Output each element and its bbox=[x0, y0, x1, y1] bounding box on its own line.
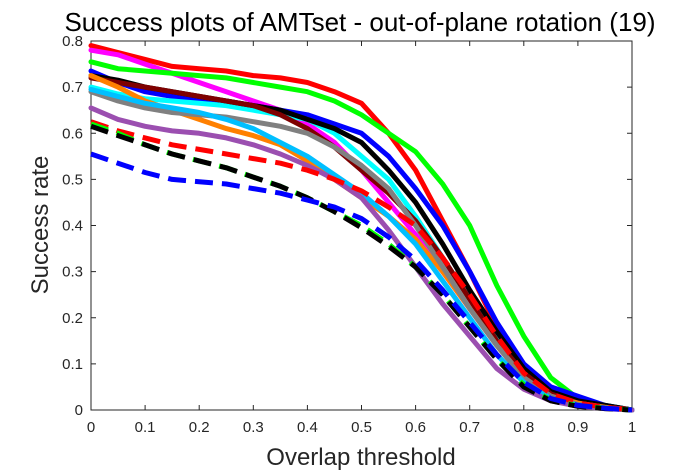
y-tick-label: 0.3 bbox=[62, 264, 83, 281]
series-line-11 bbox=[88, 105, 635, 413]
x-tick-label: 0.9 bbox=[567, 419, 588, 436]
series-line-12 bbox=[90, 119, 633, 413]
x-axis-label: Overlap threshold bbox=[266, 444, 455, 471]
series-line-4 bbox=[88, 68, 635, 413]
chart-title: Success plots of AMTset - out-of-plane r… bbox=[64, 7, 655, 37]
y-tick-label: 0.6 bbox=[62, 125, 83, 142]
y-tick-label: 0.8 bbox=[62, 33, 83, 50]
axis-ticks: 0 0.1 0.2 0.3 0.4 0.5 0.6 0.7 0.8 0.9 1 0 0.1 0.2 0.3 0… bbox=[62, 33, 636, 436]
x-tick-label: 0.4 bbox=[297, 419, 318, 436]
y-tick-label: 0.1 bbox=[62, 356, 83, 373]
series-line-14 bbox=[90, 123, 633, 413]
x-tick-label: 0 bbox=[87, 419, 95, 436]
y-tick-label: 0.5 bbox=[62, 171, 83, 188]
series-line-3 bbox=[88, 59, 635, 413]
x-tick-label: 0.6 bbox=[405, 419, 426, 436]
y-tick-label: 0.2 bbox=[62, 310, 83, 327]
y-axis-label: Success rate bbox=[27, 156, 54, 295]
x-tick-label: 0.2 bbox=[189, 419, 210, 436]
x-tick-label: 0.7 bbox=[459, 419, 480, 436]
x-tick-label: 0.3 bbox=[243, 419, 264, 436]
x-tick-label: 0.5 bbox=[351, 419, 372, 436]
x-tick-label: 0.1 bbox=[135, 419, 156, 436]
x-tick-label: 0.8 bbox=[513, 419, 534, 436]
series-lines bbox=[88, 43, 635, 413]
x-tick-label: 1 bbox=[628, 419, 636, 436]
y-tick-label: 0.7 bbox=[62, 79, 83, 96]
series-line-15 bbox=[90, 151, 633, 413]
y-tick-label: 0.4 bbox=[62, 218, 83, 235]
y-tick-label: 0 bbox=[75, 402, 83, 419]
